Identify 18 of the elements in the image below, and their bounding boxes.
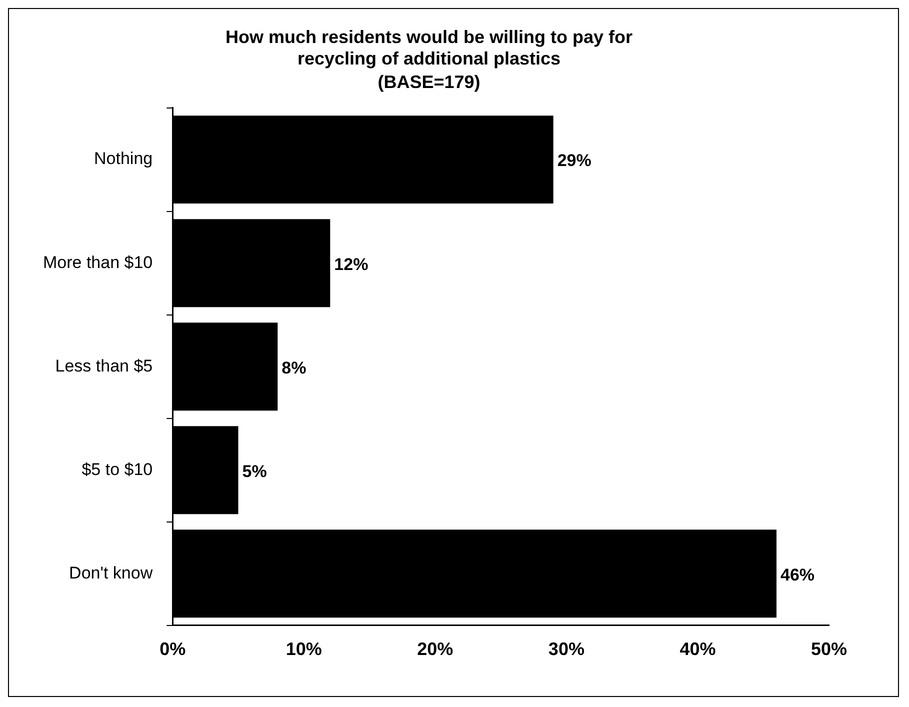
- data-label: 12%: [334, 254, 368, 274]
- x-tick-label: 40%: [680, 639, 716, 660]
- x-tick-label: 50%: [810, 639, 848, 660]
- y-tick-label: Don't know: [69, 563, 154, 582]
- y-tick-label: $5 to $10: [82, 460, 153, 479]
- x-tick-label: 30%: [548, 639, 584, 660]
- x-tick-label: 0%: [160, 639, 186, 660]
- y-tick-label: More than $10: [42, 252, 153, 272]
- data-label: 5%: [242, 462, 267, 481]
- y-tick-label: Nothing: [94, 149, 153, 168]
- chart-title: How much residents would be willing to pay for recycling of additional plastics: [225, 26, 633, 68]
- x-tick-label: 20%: [417, 639, 454, 660]
- data-label: 46%: [780, 565, 815, 584]
- data-label: 29%: [557, 151, 592, 170]
- chart-subtitle: (BASE=179): [378, 72, 480, 92]
- x-tick-label: 10%: [286, 639, 322, 660]
- data-label: 8%: [282, 358, 306, 378]
- y-tick-label: Less than $5: [55, 356, 153, 376]
